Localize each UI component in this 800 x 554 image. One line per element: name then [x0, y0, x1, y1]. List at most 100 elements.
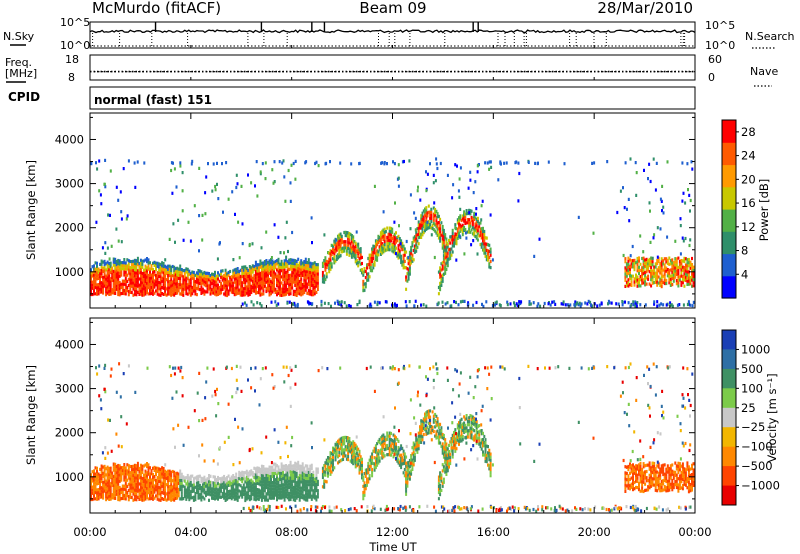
data-cell: [161, 497, 164, 501]
data-cell: [97, 289, 100, 293]
data-cell: [651, 263, 654, 267]
data-cell: [136, 290, 139, 294]
data-cell: [174, 475, 177, 479]
data-cell: [241, 287, 244, 291]
data-cell: [469, 212, 472, 216]
data-cell: [657, 281, 660, 285]
data-cell: [312, 470, 315, 474]
data-cell: [388, 229, 391, 233]
data-cell: [659, 265, 662, 269]
data-cell: [259, 480, 262, 484]
data-cell: [355, 464, 358, 468]
data-cell: [467, 186, 470, 190]
data-cell: [358, 468, 361, 472]
data-cell: [307, 282, 310, 286]
data-cell: [292, 268, 295, 272]
data-cell: [90, 274, 92, 278]
data-cell: [170, 284, 173, 288]
data-cell: [136, 272, 139, 276]
data-cell: [94, 286, 97, 290]
data-cell: [282, 470, 285, 474]
data-cell: [294, 283, 297, 287]
data-cell: [91, 286, 94, 290]
data-cell: [433, 255, 436, 260]
data-cell: [396, 303, 398, 307]
data-cell: [138, 261, 141, 266]
data-cell: [402, 471, 405, 475]
data-cell: [179, 475, 182, 479]
data-cell: [367, 272, 370, 276]
data-cell: [114, 490, 117, 494]
data-cell: [146, 471, 148, 475]
data-cell: [662, 205, 665, 209]
data-cell: [135, 265, 138, 269]
data-cell: [147, 283, 150, 287]
data-cell: [250, 487, 253, 492]
data-cell: [303, 281, 306, 285]
data-cell: [256, 269, 259, 273]
data-cell: [257, 497, 260, 501]
data-cell: [657, 266, 660, 270]
data-cell: [105, 473, 108, 477]
data-cell: [349, 248, 352, 252]
data-cell: [271, 471, 274, 475]
data-cell: [212, 496, 215, 500]
data-cell: [93, 289, 95, 293]
data-cell: [321, 280, 324, 284]
data-cell: [350, 448, 353, 452]
data-cell: [120, 282, 123, 286]
data-cell: [150, 276, 153, 280]
data-cell: [420, 223, 423, 227]
data-cell: [150, 288, 153, 292]
data-cell: [97, 488, 100, 492]
data-cell: [424, 415, 426, 419]
data-cell: [337, 442, 339, 446]
data-cell: [164, 286, 167, 290]
data-cell: [139, 485, 142, 489]
data-cell: [290, 163, 293, 167]
data-cell: [480, 227, 483, 231]
data-cell: [654, 262, 657, 266]
data-cell: [121, 466, 124, 470]
data-cell: [671, 273, 674, 277]
data-cell: [164, 280, 167, 284]
data-cell: [327, 468, 329, 472]
data-cell: [617, 302, 620, 306]
data-cell: [364, 487, 367, 491]
data-cell: [381, 161, 384, 165]
data-cell: [133, 479, 136, 483]
data-cell: [285, 258, 288, 262]
data-cell: [292, 261, 295, 266]
data-cell: [417, 444, 420, 448]
data-cell: [309, 261, 312, 265]
data-cell: [422, 432, 425, 437]
data-cell: [306, 276, 309, 280]
data-cell: [425, 429, 428, 433]
data-cell: [167, 280, 170, 284]
data-cell: [333, 447, 336, 451]
data-cell: [99, 486, 102, 490]
data-cell: [245, 279, 248, 283]
data-cell: [386, 443, 389, 448]
data-cell: [549, 303, 552, 307]
data-cell: [98, 159, 101, 163]
data-cell: [417, 434, 420, 438]
data-cell: [141, 464, 144, 468]
data-cell: [286, 496, 289, 500]
data-cell: [194, 292, 197, 296]
data-cell: [415, 243, 418, 247]
data-cell: [268, 287, 271, 291]
data-cell: [112, 490, 115, 494]
data-cell: [368, 474, 371, 478]
data-cell: [138, 497, 141, 501]
data-cell: [441, 246, 444, 250]
data-cell: [303, 284, 306, 288]
data-cell: [470, 228, 473, 232]
data-cell: [100, 473, 103, 477]
data-cell: [388, 437, 391, 441]
data-cell: [106, 468, 109, 472]
data-cell: [393, 302, 396, 306]
data-cell: [256, 497, 259, 501]
data-cell: [367, 263, 370, 267]
data-cell: [109, 280, 112, 284]
